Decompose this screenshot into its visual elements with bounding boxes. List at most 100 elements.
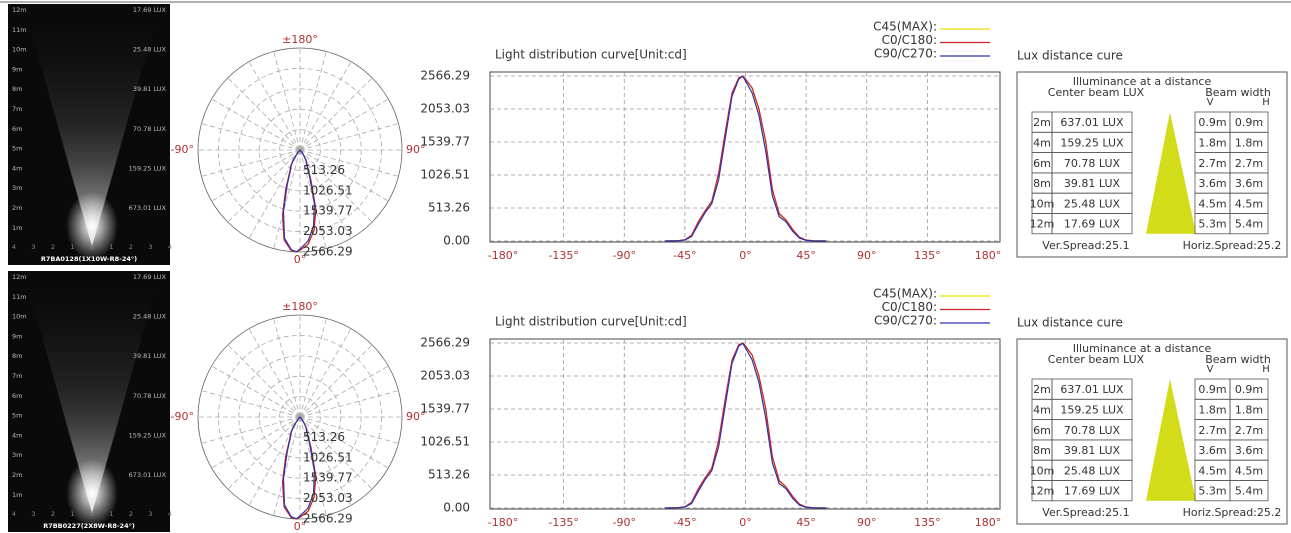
polar-spoke	[248, 61, 301, 151]
x-tick-label: -135°	[548, 249, 578, 262]
hor-spread: Horiz.Spread:25.2	[1183, 506, 1282, 519]
y-tick-label: 0.00	[443, 234, 470, 248]
polar-ring	[197, 47, 403, 253]
beam-axis-label: 2	[129, 510, 133, 518]
distance-label: 4m	[12, 431, 22, 439]
beam-axis-label: 4	[12, 510, 16, 518]
beam-triangle	[1146, 379, 1196, 501]
x-tick-label: 180°	[975, 516, 1002, 529]
lux-v-header: V	[1207, 364, 1214, 375]
y-tick-label: 2053.03	[420, 369, 470, 383]
lux-cell-text: 1.8m	[1235, 403, 1263, 416]
x-tick-label: 0°	[739, 516, 752, 529]
legend-label: C45(MAX):	[873, 287, 937, 301]
lux-label: 673.01 LUX	[129, 204, 167, 212]
polar-ring	[238, 88, 362, 212]
lux-label: 159.25 LUX	[129, 164, 167, 172]
polar-ring	[218, 335, 382, 499]
lux-cell-text: 4m	[1033, 403, 1051, 416]
legend-label: C90/C270:	[874, 47, 937, 61]
polar-r-label: 1026.51	[303, 450, 353, 464]
polar-curve	[282, 416, 316, 520]
beam-axis-label: 2	[129, 243, 133, 251]
beam-axis-label: 4	[12, 243, 16, 251]
polar-spoke	[299, 123, 399, 151]
polar-ring	[238, 355, 362, 479]
distance-label: 4m	[12, 164, 22, 172]
y-tick-label: 1539.77	[420, 402, 470, 416]
lux-cell-text: 8m	[1033, 444, 1051, 457]
lux-cell-text: 3.6m	[1235, 444, 1263, 457]
lux-cell-text: 2.7m	[1198, 424, 1226, 437]
lux-cell-text: 2.7m	[1235, 424, 1263, 437]
lux-label: 159.25 LUX	[129, 431, 167, 439]
x-tick-label: 45°	[796, 249, 816, 262]
series-line	[664, 342, 827, 509]
distance-label: 12m	[12, 6, 27, 14]
lux-cell-text: 39.81 LUX	[1064, 177, 1121, 190]
lux-cell-text: 10m	[1030, 464, 1055, 477]
polar-r-label: 1539.77	[303, 471, 353, 485]
y-tick-label: 513.26	[428, 467, 470, 481]
lux-cell-text: 637.01 LUX	[1060, 116, 1124, 129]
lux-cell-text: 25.48 LUX	[1064, 197, 1121, 210]
polar-r-label: 513.26	[303, 163, 345, 177]
polar-spoke	[227, 416, 301, 490]
distance-label: 2m	[12, 471, 22, 479]
beam-axis-label: 3	[31, 243, 35, 251]
beam-axis-label: 1	[109, 243, 113, 251]
polar-spoke	[248, 328, 301, 418]
polar-r-label: 513.26	[303, 430, 345, 444]
polar-spoke	[201, 149, 301, 177]
beam-axis-label: 4	[168, 243, 172, 251]
distance-label: 11m	[12, 293, 27, 301]
lux-cell-text: 6m	[1033, 424, 1051, 437]
beam-axis-label: 3	[31, 510, 35, 518]
plot-frame	[489, 71, 1001, 243]
lux-cell-text: 3.6m	[1198, 177, 1226, 190]
lux-label: 70.78 LUX	[133, 125, 167, 133]
lux-h-header: H	[1262, 364, 1270, 375]
distance-label: 2m	[12, 204, 22, 212]
polar-angle-label: -90°	[171, 143, 194, 156]
lux-cell-text: 1.8m	[1198, 403, 1226, 416]
lux-cell-text: 0.9m	[1235, 116, 1263, 129]
lux-label: 25.48 LUX	[133, 46, 167, 54]
distance-label: 8m	[12, 85, 22, 93]
polar-spoke	[211, 98, 301, 151]
lux-cell-text: 12m	[1030, 485, 1055, 498]
distance-label: 5m	[12, 412, 22, 420]
chart-title: Light distribution curve[Unit:cd]	[495, 48, 687, 62]
lux-cell-text: 1.8m	[1235, 136, 1263, 149]
x-tick-label: 135°	[914, 516, 941, 529]
distance-label: 5m	[12, 145, 22, 153]
polar-ring	[197, 314, 403, 520]
lux-label: 70.78 LUX	[133, 392, 167, 400]
y-tick-label: 1026.51	[420, 168, 470, 182]
polar-angle-label: 90°	[406, 410, 426, 423]
chart-title: Light distribution curve[Unit:cd]	[495, 315, 687, 329]
x-tick-label: -45°	[673, 516, 696, 529]
polar-spoke	[299, 416, 389, 469]
distance-label: 3m	[12, 451, 22, 459]
y-tick-label: 1539.77	[420, 135, 470, 149]
x-tick-label: 0°	[739, 249, 752, 262]
beam-axis-label: 1	[70, 243, 74, 251]
lux-header: Illuminance at a distance	[1073, 75, 1212, 88]
lux-cell-text: 159.25 LUX	[1060, 136, 1124, 149]
lux-cell-text: 4.5m	[1235, 464, 1263, 477]
series-line	[664, 75, 827, 242]
legend-label: C45(MAX):	[873, 20, 937, 34]
polar-spoke	[299, 61, 352, 151]
polar-angle-label: ±180°	[282, 33, 318, 46]
lux-cell-text: 2.7m	[1235, 157, 1263, 170]
polar-r-label: 1026.51	[303, 183, 353, 197]
lux-v-header: V	[1207, 97, 1214, 108]
lux-cell-text: 4.5m	[1198, 197, 1226, 210]
beam-axis-label: 2	[51, 243, 55, 251]
polar-ring	[279, 129, 321, 171]
beam-core	[55, 387, 129, 513]
distance-label: 1m	[12, 224, 22, 232]
polar-spoke	[273, 318, 301, 418]
ver-spread: Ver.Spread:25.1	[1042, 506, 1129, 519]
